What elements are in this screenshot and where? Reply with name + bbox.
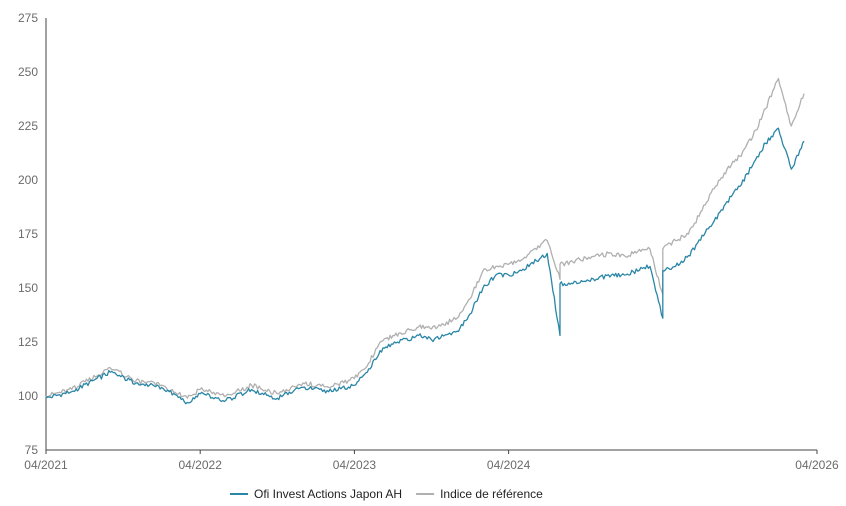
y-tick-label: 100 — [18, 389, 38, 403]
x-tick-label: 04/2023 — [333, 458, 377, 472]
y-tick-label: 275 — [18, 11, 38, 25]
y-tick-label: 75 — [25, 443, 39, 457]
legend-label-fund: Ofi Invest Actions Japon AH — [254, 487, 402, 501]
series-line-fund — [45, 127, 805, 405]
x-tick-label: 04/2024 — [487, 458, 531, 472]
y-tick-label: 200 — [18, 173, 38, 187]
x-tick-label: 04/2021 — [24, 458, 68, 472]
x-tick-label: 04/2026 — [795, 458, 839, 472]
legend-label-benchmark: Indice de référence — [440, 487, 543, 501]
series-line-benchmark — [45, 77, 805, 399]
y-tick-label: 125 — [18, 335, 38, 349]
y-tick-label: 250 — [18, 65, 38, 79]
y-tick-label: 175 — [18, 227, 38, 241]
y-tick-label: 150 — [18, 281, 38, 295]
x-tick-label: 04/2022 — [179, 458, 223, 472]
y-tick-label: 225 — [18, 119, 38, 133]
